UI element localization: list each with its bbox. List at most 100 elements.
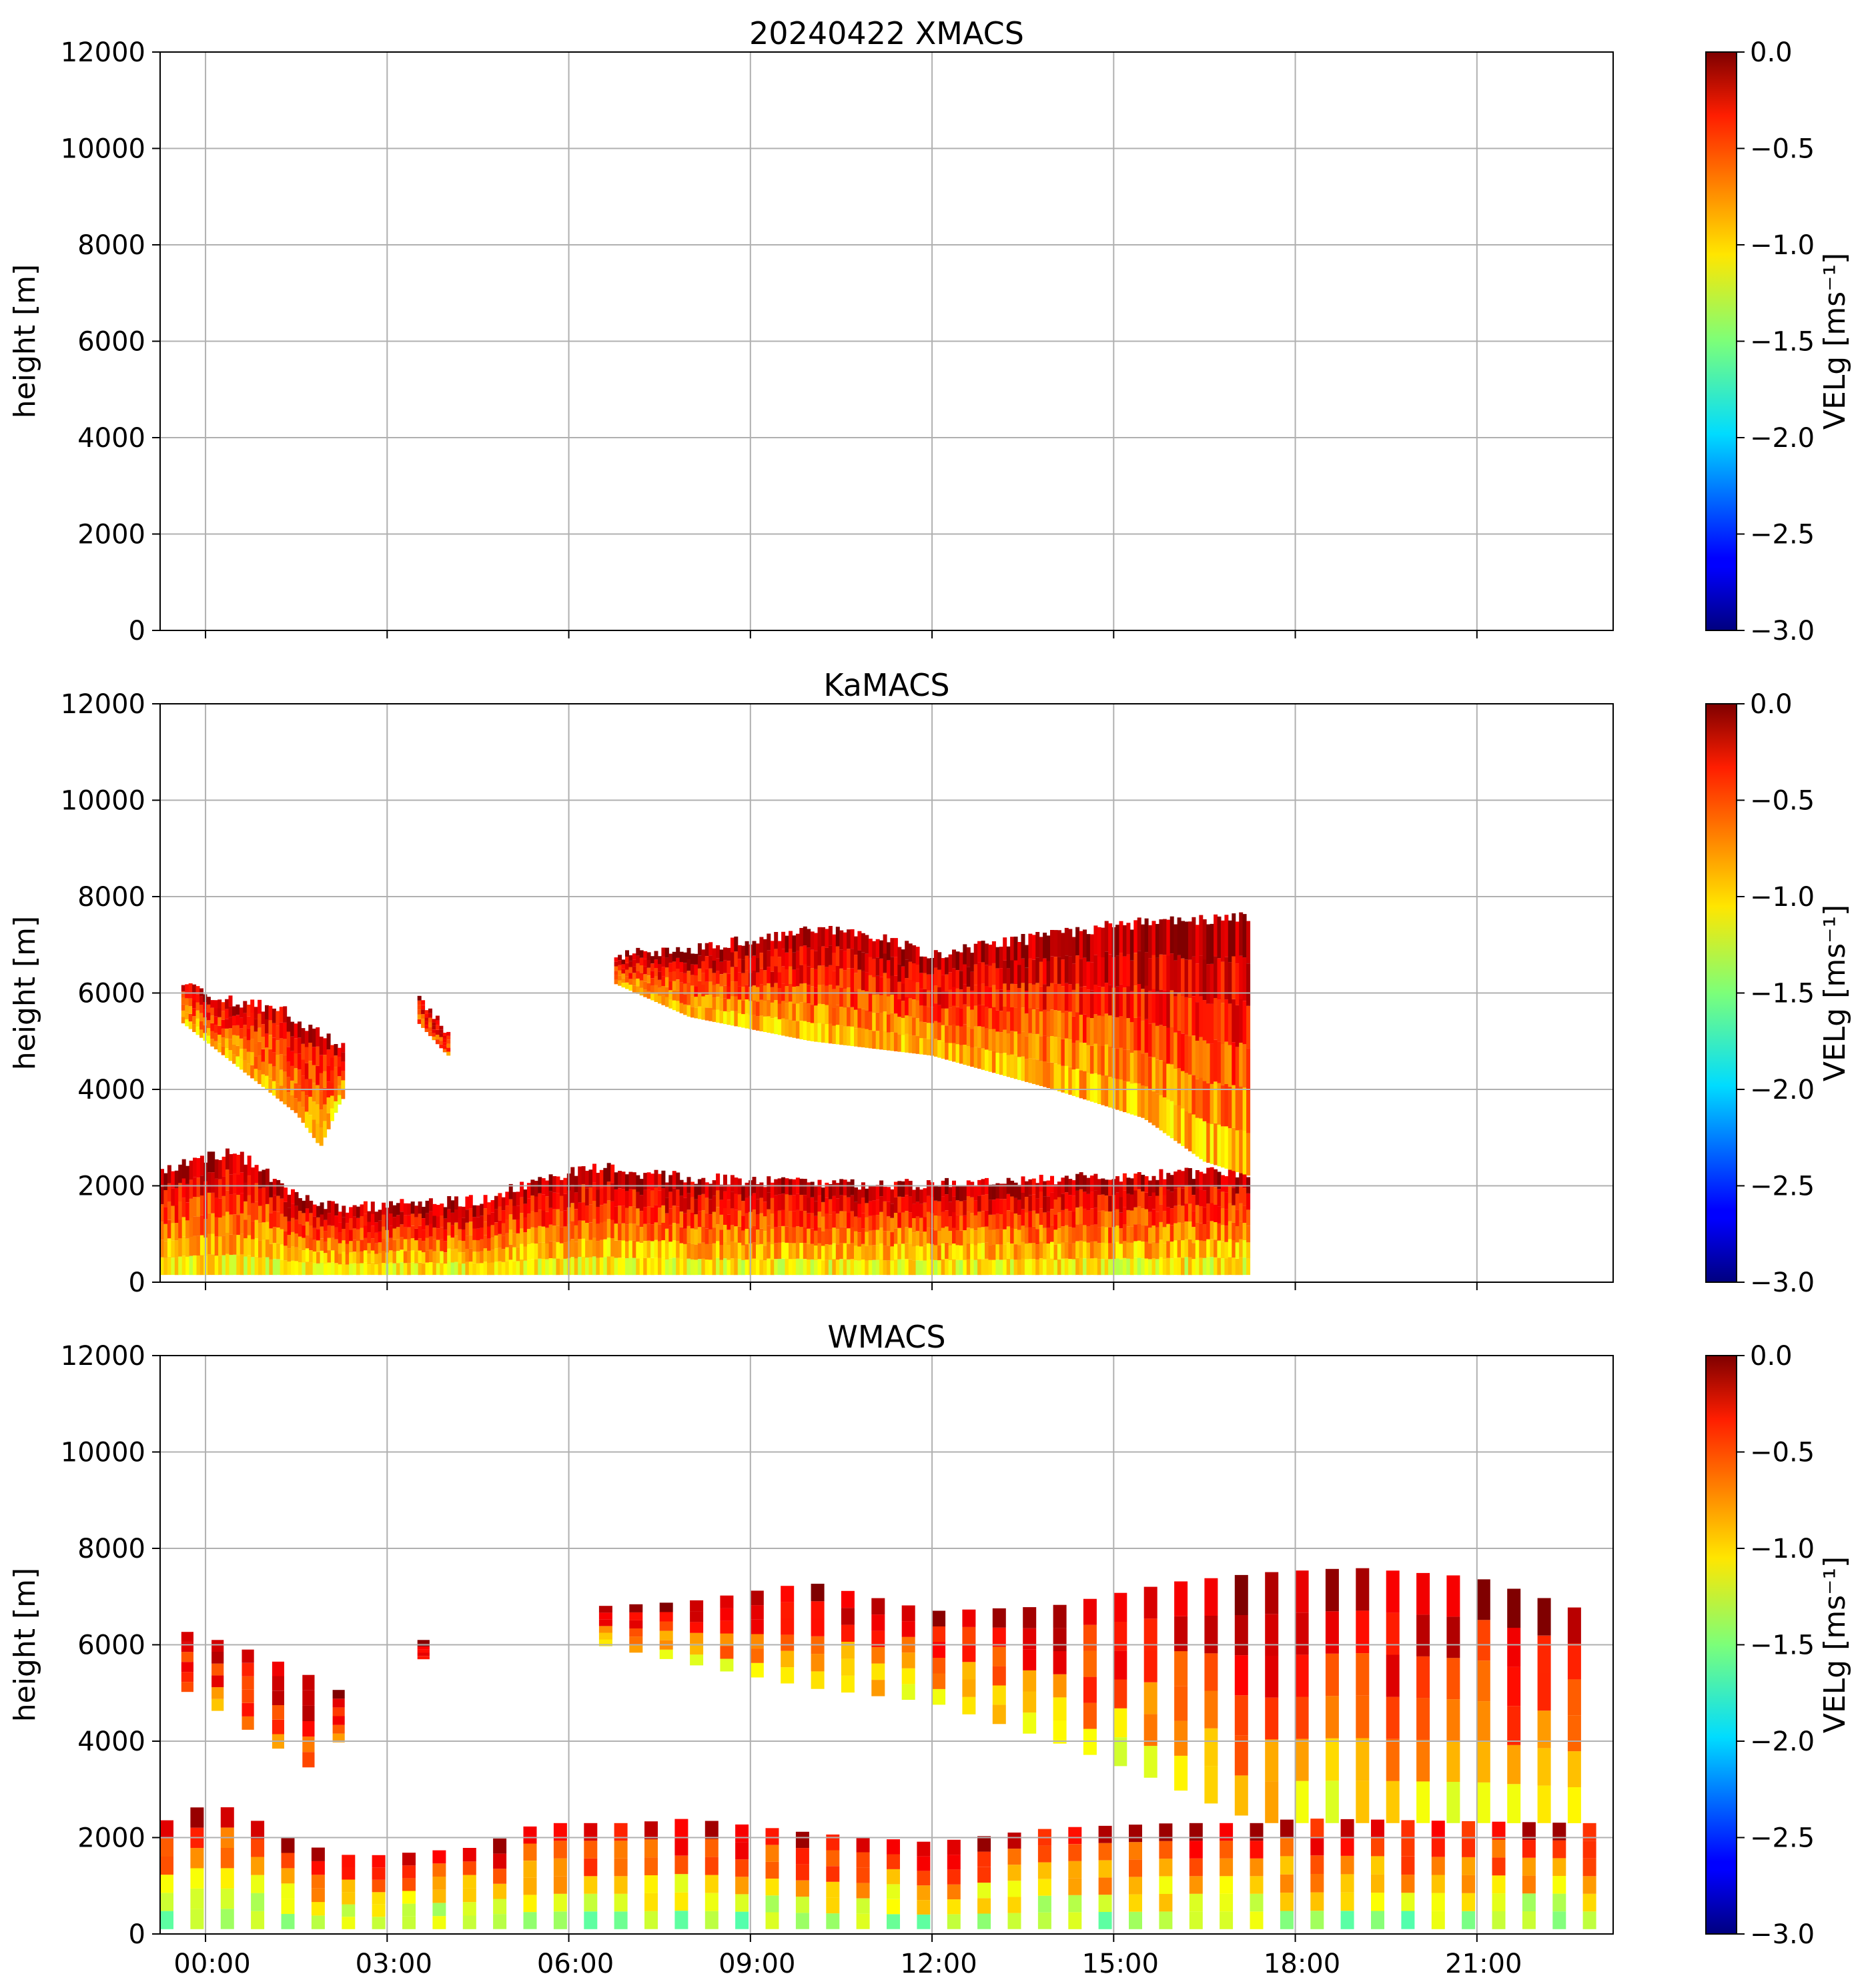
- velocity-cell: [1126, 923, 1131, 955]
- velocity-cell: [265, 1239, 270, 1258]
- velocity-cell: [1192, 1035, 1196, 1075]
- velocity-cell: [298, 1037, 302, 1054]
- velocity-cell: [807, 1197, 811, 1213]
- y-tick-label: 4000: [77, 1075, 145, 1105]
- velocity-cell: [897, 1196, 902, 1213]
- velocity-cell: [868, 957, 873, 975]
- velocity-cell: [1024, 967, 1029, 991]
- velocity-cell: [897, 981, 902, 999]
- velocity-cell: [875, 1245, 880, 1260]
- velocity-cell: [195, 994, 200, 1003]
- velocity-cell: [1075, 1224, 1080, 1241]
- velocity-cell: [785, 1259, 789, 1276]
- velocity-cell: [211, 1192, 215, 1213]
- velocity-cell: [639, 950, 644, 958]
- velocity-cell: [417, 1019, 422, 1024]
- velocity-cell: [1476, 1660, 1490, 1702]
- velocity-cell: [1195, 925, 1200, 964]
- velocity-cell: [1039, 1175, 1043, 1191]
- velocity-cell: [683, 1260, 688, 1276]
- velocity-cell: [1220, 1085, 1225, 1127]
- velocity-cell: [1181, 1205, 1185, 1223]
- velocity-cell: [1129, 1242, 1134, 1260]
- velocity-cell: [959, 971, 963, 990]
- velocity-cell: [679, 972, 684, 983]
- velocity-cell: [661, 947, 666, 957]
- velocity-cell: [756, 1199, 760, 1215]
- velocity-cell: [970, 1259, 975, 1276]
- colorbar-label: VELg [ms⁻¹]: [1818, 253, 1852, 430]
- velocity-cell: [1129, 960, 1134, 991]
- velocity-cell: [559, 1259, 564, 1276]
- velocity-cell: [370, 1262, 375, 1276]
- velocity-cell: [1162, 990, 1167, 1027]
- velocity-cell: [1115, 955, 1119, 987]
- velocity-cell: [861, 1260, 865, 1276]
- velocity-cell: [825, 1182, 829, 1198]
- velocity-cell: [843, 970, 847, 989]
- velocity-cell: [926, 1023, 931, 1039]
- velocity-cell: [584, 1911, 598, 1929]
- velocity-cell: [254, 1031, 258, 1044]
- velocity-cell: [977, 1259, 982, 1276]
- velocity-cell: [1234, 1735, 1248, 1776]
- velocity-cell: [759, 984, 764, 1000]
- velocity-cell: [1159, 1876, 1173, 1894]
- velocity-cell: [199, 1013, 203, 1021]
- velocity-cell: [523, 1843, 537, 1861]
- velocity-cell: [737, 1013, 742, 1027]
- velocity-cell: [646, 952, 651, 960]
- velocity-cell: [232, 1015, 236, 1026]
- velocity-cell: [563, 1226, 568, 1243]
- velocity-cell: [799, 946, 804, 965]
- velocity-cell: [1068, 1827, 1082, 1845]
- velocity-cell: [258, 1070, 262, 1084]
- velocity-cell: [578, 1220, 582, 1239]
- velocity-cell: [1159, 1095, 1163, 1131]
- velocity-cell: [690, 1213, 694, 1229]
- velocity-cell: [730, 1191, 735, 1209]
- velocity-cell: [679, 951, 684, 963]
- velocity-cell: [251, 1167, 256, 1185]
- velocity-cell: [1206, 1185, 1211, 1204]
- velocity-cell: [658, 979, 662, 988]
- y-tick-label: 12000: [61, 37, 145, 68]
- velocity-cell: [1061, 1258, 1065, 1276]
- velocity-cell: [856, 1913, 870, 1929]
- velocity-cell: [304, 1063, 309, 1079]
- velocity-cell: [1217, 1083, 1222, 1125]
- velocity-cell: [639, 987, 644, 996]
- velocity-cell: [1214, 1123, 1218, 1165]
- velocity-cell: [995, 989, 1000, 1011]
- velocity-cell: [705, 1260, 709, 1276]
- velocity-cell: [1141, 1021, 1145, 1053]
- velocity-cell: [389, 1250, 393, 1263]
- velocity-cell: [1295, 1654, 1309, 1697]
- velocity-cell: [792, 935, 797, 953]
- velocity-cell: [799, 1259, 804, 1276]
- velocity-cell: [407, 1263, 412, 1276]
- velocity-cell: [326, 1065, 331, 1081]
- velocity-cell: [1003, 1214, 1007, 1229]
- velocity-cell: [312, 1047, 316, 1065]
- velocity-cell: [1068, 1259, 1073, 1276]
- velocity-cell: [592, 1163, 596, 1183]
- velocity-cell: [232, 1035, 236, 1045]
- velocity-cell: [421, 1023, 426, 1028]
- velocity-cell: [999, 1260, 1003, 1276]
- velocity-cell: [1024, 1244, 1029, 1260]
- velocity-cell: [807, 1182, 811, 1198]
- velocity-cell: [745, 1213, 749, 1229]
- velocity-cell: [1250, 1858, 1264, 1877]
- velocity-cell: [1039, 1241, 1043, 1259]
- velocity-cell: [817, 946, 822, 966]
- velocity-cell: [447, 1248, 452, 1262]
- velocity-cell: [1280, 1874, 1294, 1893]
- velocity-cell: [291, 1203, 295, 1218]
- velocity-cell: [1280, 1838, 1294, 1857]
- velocity-cell: [1046, 1211, 1051, 1228]
- velocity-cell: [1133, 1173, 1138, 1191]
- velocity-cell: [1006, 1033, 1011, 1055]
- velocity-cell: [171, 1205, 175, 1223]
- velocity-cell: [584, 1876, 598, 1894]
